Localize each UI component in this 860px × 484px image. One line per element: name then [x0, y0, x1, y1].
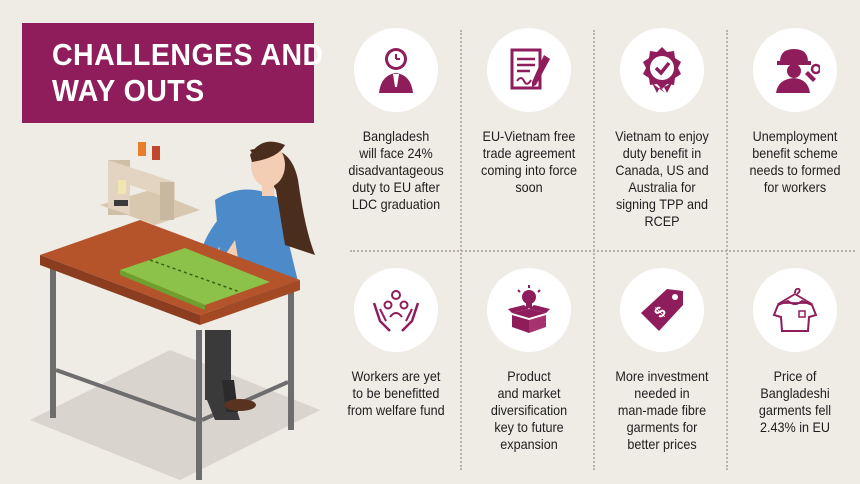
caption-line: Vietnam to enjoy [615, 128, 709, 144]
title-line-2: WAY OUTS [52, 73, 205, 108]
caption-line: garments fell [758, 402, 832, 418]
caption-line: expansion [500, 436, 558, 452]
seamstress-sewing-machine-illustration [30, 141, 320, 480]
caption-line: Unemployment [752, 128, 838, 144]
icon-badge [354, 28, 438, 112]
caption-line: trade agreement [482, 145, 576, 161]
caption-line: EU-Vietnam free [482, 128, 576, 144]
caption-line: diversification [490, 402, 568, 418]
icon-badge: $ [620, 268, 704, 352]
title-line-1: CHALLENGES AND [52, 37, 324, 72]
certified-badge-icon [643, 47, 681, 93]
caption-line: garments for [626, 419, 698, 435]
icon-badge [753, 268, 837, 352]
caption-line: More investment [615, 368, 709, 384]
caption-line: RCEP [644, 213, 680, 229]
caption-line: needed in [634, 385, 690, 401]
caption-line: Product [507, 368, 551, 384]
businessman-clock-icon [379, 48, 413, 93]
icon-badge [620, 28, 704, 112]
worker-helmet-icon [776, 49, 820, 93]
caption-line: 2.43% in EU [759, 419, 831, 435]
caption-line: Bangladesh [362, 128, 430, 144]
page-title: CHALLENGES AND WAY OUTS [52, 37, 324, 109]
caption-line: key to future [494, 419, 564, 435]
caption-line: Price of [773, 368, 817, 384]
caption-line: disadvantageous [348, 162, 444, 178]
icon-badge [354, 268, 438, 352]
tshirt-hanger-icon [772, 287, 818, 332]
caption-line: Australia for [628, 179, 696, 195]
caption-line: from welfare fund [347, 402, 445, 418]
caption-line: Canada, US and [615, 162, 709, 178]
title-banner: CHALLENGES AND WAY OUTS [22, 23, 323, 123]
caption-line: signing TPP and [615, 196, 708, 212]
row-divider [350, 250, 855, 252]
hands-people-care-icon [372, 290, 420, 332]
box-lightbulb-icon [508, 285, 550, 333]
caption-line: man-made fibre [617, 402, 707, 418]
caption-line: coming into force [481, 162, 577, 178]
caption-line: benefit scheme [752, 145, 838, 161]
caption-line: needs to formed [749, 162, 841, 178]
price-tag-icon: $ [641, 289, 683, 331]
caption-line: duty to EU after [352, 179, 440, 195]
caption-line: and market [497, 385, 561, 401]
caption-line: will face 24% [359, 145, 433, 161]
caption-line: to be benefitted [352, 385, 440, 401]
caption-line: better prices [627, 436, 697, 452]
caption-line: Bangladeshi [760, 385, 830, 401]
icon-badge [753, 28, 837, 112]
caption-line: Workers are yet [351, 368, 441, 384]
icon-badge [487, 28, 571, 112]
caption-line: soon [515, 179, 543, 195]
caption-line: duty benefit in [622, 145, 702, 161]
caption-line: for workers [763, 179, 827, 195]
caption-line: LDC graduation [351, 196, 441, 212]
icon-badge [487, 268, 571, 352]
contract-document-icon [510, 48, 550, 90]
